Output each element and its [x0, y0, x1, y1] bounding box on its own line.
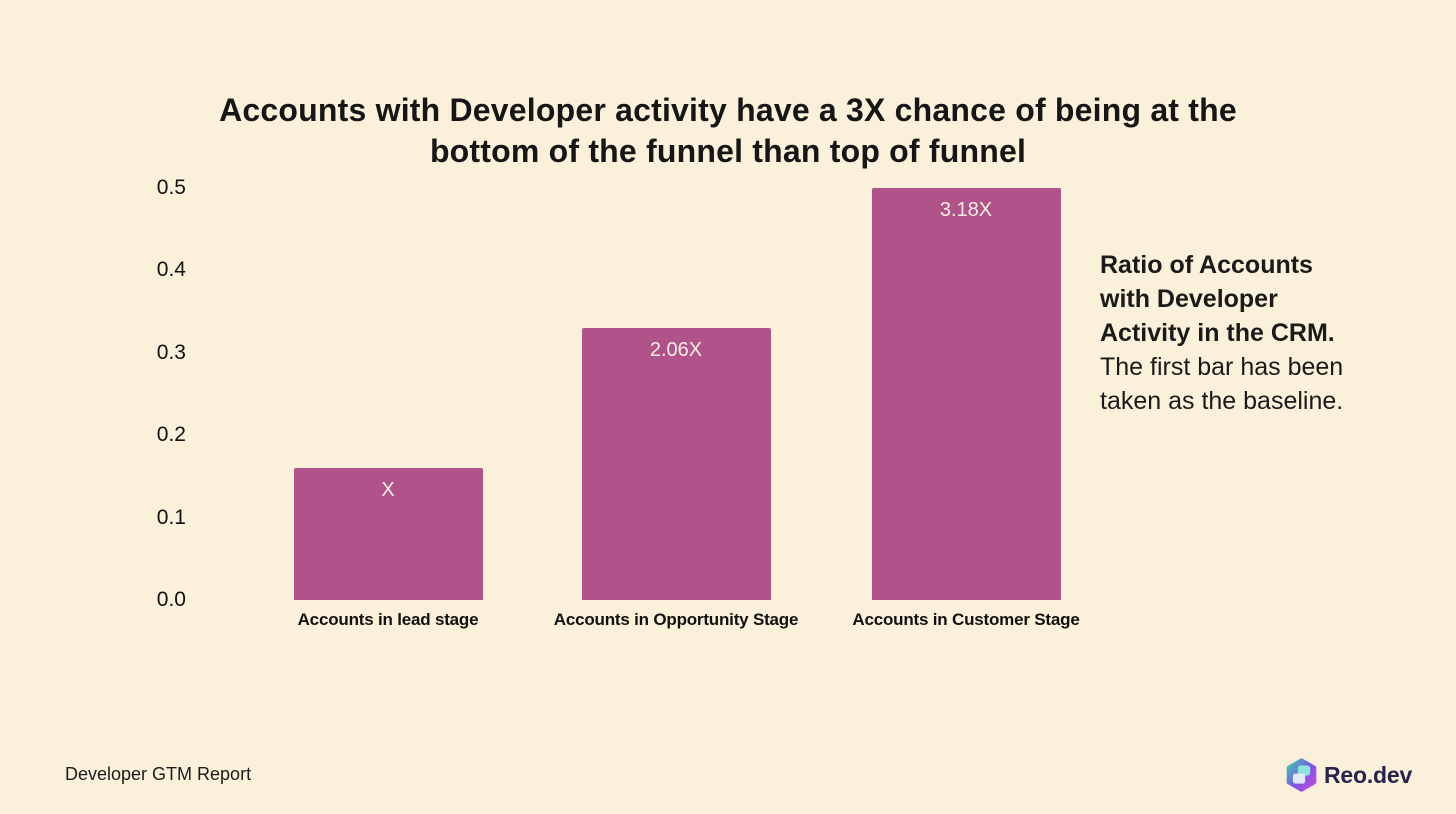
annotation-text: Ratio of Accounts with Developer Activit… — [1100, 248, 1366, 418]
x-axis-category-label: Accounts in Opportunity Stage — [553, 610, 799, 629]
x-axis-category-label: Accounts in Customer Stage — [852, 610, 1080, 629]
y-axis-tick-label: 0.2 — [156, 423, 186, 447]
footer-report-label: Developer GTM Report — [65, 764, 252, 784]
reo-hexagon-icon — [1286, 758, 1317, 792]
annotation-bold: Ratio of Accounts with Developer Activit… — [1100, 251, 1335, 347]
x-axis-category-label: Accounts in lead stage — [297, 610, 479, 629]
y-axis-tick-label: 0.1 — [156, 505, 186, 529]
bar-1: X — [293, 468, 483, 600]
y-axis-tick-label: 0.5 — [156, 176, 186, 199]
y-axis-tick-label: 0.4 — [156, 258, 186, 282]
chart-title-line-1: Accounts with Developer activity have a … — [219, 92, 1237, 128]
bar-2: 2.06X — [581, 328, 771, 600]
reo-dev-logo: Reo.dev — [1286, 758, 1412, 792]
bar-value-label: 2.06X — [649, 339, 703, 361]
y-axis-tick-label: 0.3 — [156, 340, 186, 364]
bar-3: 3.18X — [871, 188, 1061, 600]
chart-title-line-2: bottom of the funnel than top of funnel — [429, 133, 1027, 169]
bar-value-label: 3.18X — [939, 199, 993, 221]
logo-wordmark: Reo.dev — [1324, 761, 1413, 788]
annotation-regular: The first bar has been taken as the base… — [1100, 353, 1344, 415]
chart-title: Accounts with Developer activity have a … — [0, 90, 1456, 172]
y-axis-tick-label: 0.0 — [156, 588, 186, 611]
bar-value-label: X — [381, 479, 395, 501]
